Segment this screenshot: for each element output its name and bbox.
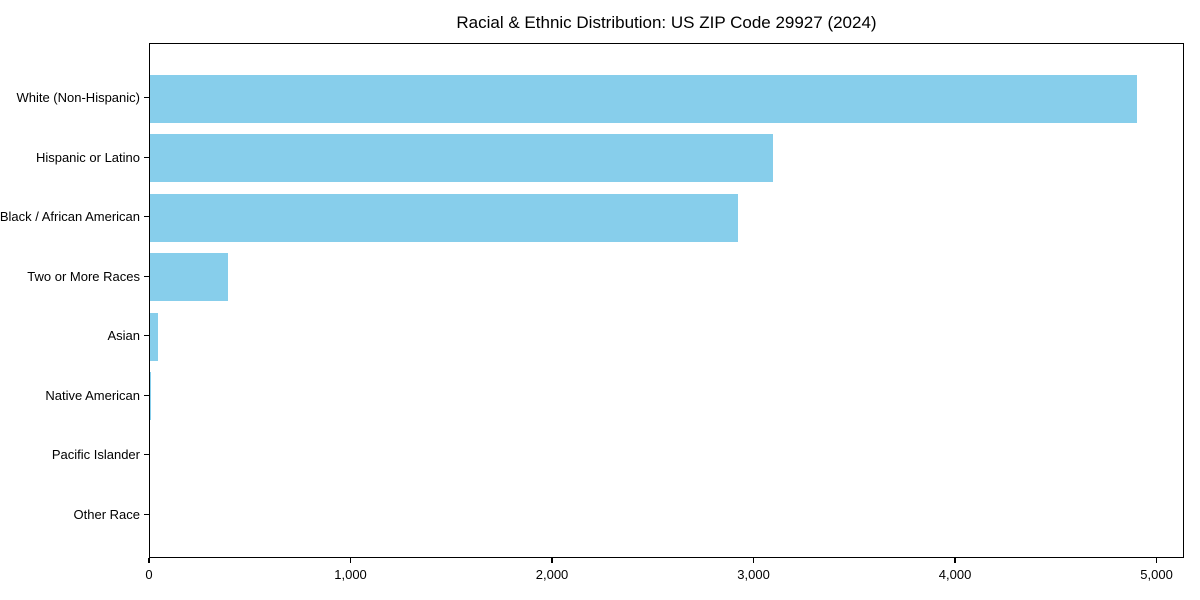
chart-title: Racial & Ethnic Distribution: US ZIP Cod… (456, 13, 877, 32)
x-tick-label: 2,000 (535, 567, 569, 582)
y-axis-label: Black / African American (0, 209, 140, 225)
y-axis-label: Native American (45, 387, 140, 403)
x-tick-label: 0 (145, 567, 153, 582)
bar (150, 253, 228, 302)
x-tick-mark (148, 558, 150, 563)
y-tick-mark (144, 335, 149, 337)
y-axis-label: Pacific Islander (51, 447, 140, 463)
y-axis-label: Hispanic or Latino (35, 149, 140, 165)
y-tick-mark (144, 97, 149, 99)
x-tick-mark (1155, 558, 1158, 563)
y-tick-mark (144, 454, 149, 456)
x-tick-mark (954, 558, 956, 563)
x-tick-mark (349, 558, 352, 563)
bar (150, 372, 151, 421)
bar (150, 134, 773, 183)
plot-area (149, 43, 1184, 558)
y-axis-label: Asian (107, 328, 140, 344)
y-axis-label: White (Non-Hispanic) (16, 90, 140, 106)
y-tick-mark (144, 156, 149, 158)
x-tick-label: 1,000 (334, 567, 367, 582)
bar (150, 312, 159, 361)
y-tick-mark (144, 216, 149, 218)
bar (150, 193, 739, 242)
y-axis-label: Two or More Races (27, 268, 140, 284)
x-tick-mark (551, 558, 553, 563)
x-tick-label: 3,000 (737, 567, 770, 582)
y-tick-mark (144, 513, 149, 515)
y-tick-mark (144, 275, 149, 277)
y-tick-mark (144, 394, 149, 396)
x-tick-label: 5,000 (1140, 567, 1173, 582)
x-tick-label: 4,000 (938, 567, 972, 582)
y-axis-label: Other Race (73, 506, 140, 522)
bar (150, 74, 1138, 123)
x-tick-mark (752, 558, 755, 563)
